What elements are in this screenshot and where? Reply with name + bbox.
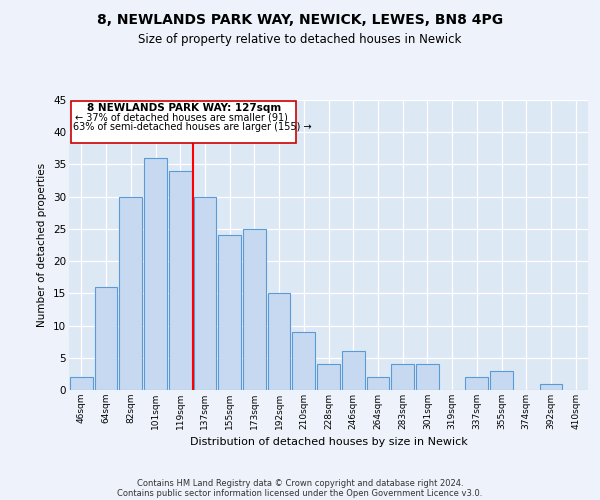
X-axis label: Distribution of detached houses by size in Newick: Distribution of detached houses by size … <box>190 438 467 448</box>
Bar <box>95 287 118 390</box>
Bar <box>317 364 340 390</box>
Bar <box>466 377 488 390</box>
Bar <box>144 158 167 390</box>
Text: ← 37% of detached houses are smaller (91): ← 37% of detached houses are smaller (91… <box>75 113 288 123</box>
Text: 8 NEWLANDS PARK WAY: 127sqm: 8 NEWLANDS PARK WAY: 127sqm <box>87 103 281 113</box>
Bar <box>342 352 365 390</box>
Bar <box>194 196 216 390</box>
Bar <box>119 196 142 390</box>
Bar <box>218 236 241 390</box>
Bar <box>268 294 290 390</box>
Bar <box>292 332 315 390</box>
Text: 63% of semi-detached houses are larger (155) →: 63% of semi-detached houses are larger (… <box>73 122 311 132</box>
Bar <box>70 377 93 390</box>
Text: Size of property relative to detached houses in Newick: Size of property relative to detached ho… <box>139 32 461 46</box>
Bar <box>243 229 266 390</box>
Bar <box>539 384 562 390</box>
Bar <box>169 171 191 390</box>
Bar <box>416 364 439 390</box>
Bar <box>367 377 389 390</box>
Y-axis label: Number of detached properties: Number of detached properties <box>37 163 47 327</box>
Bar <box>391 364 414 390</box>
Text: Contains HM Land Registry data © Crown copyright and database right 2024.: Contains HM Land Registry data © Crown c… <box>137 478 463 488</box>
Text: 8, NEWLANDS PARK WAY, NEWICK, LEWES, BN8 4PG: 8, NEWLANDS PARK WAY, NEWICK, LEWES, BN8… <box>97 12 503 26</box>
Bar <box>71 102 296 143</box>
Bar <box>490 370 513 390</box>
Text: Contains public sector information licensed under the Open Government Licence v3: Contains public sector information licen… <box>118 488 482 498</box>
